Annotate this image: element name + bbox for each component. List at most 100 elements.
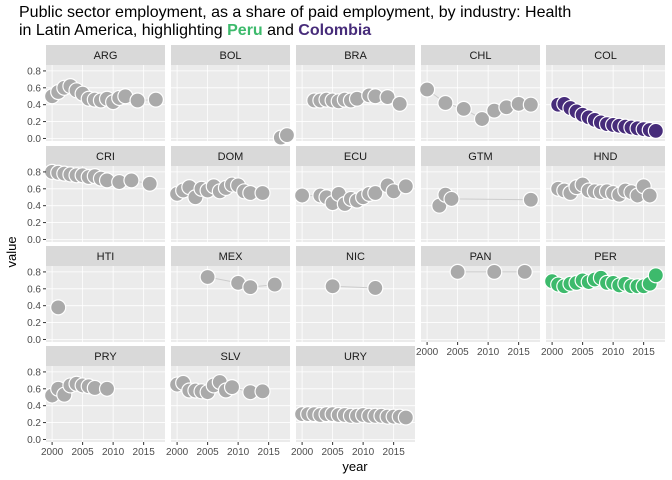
facet-strip xyxy=(171,146,290,166)
facet-strip xyxy=(546,246,665,266)
data-point-mex xyxy=(199,268,216,286)
data-point-gtm xyxy=(522,191,539,208)
x-tick-label: 2005 xyxy=(446,347,469,358)
x-tick-label: 2000 xyxy=(291,447,314,458)
panel-background xyxy=(296,366,415,442)
facet-hnd: HND xyxy=(546,146,665,242)
data-point-arg xyxy=(129,92,146,109)
facet-label-slv: SLV xyxy=(221,351,242,363)
facet-col: COL xyxy=(546,45,665,141)
x-tick-label: 2015 xyxy=(383,447,406,458)
y-tick-label: 0.4 xyxy=(27,201,41,212)
facet-nic: NIC xyxy=(296,246,415,342)
facet-label-pry: PRY xyxy=(94,351,117,363)
y-tick-label: 0.0 xyxy=(27,134,41,145)
x-tick-label: 2015 xyxy=(633,347,656,358)
data-point-hnd xyxy=(641,187,658,204)
facet-label-bol: BOL xyxy=(219,50,241,62)
facet-strip xyxy=(46,146,165,166)
facet-strip xyxy=(171,246,290,266)
x-tick-label: 2010 xyxy=(477,347,500,358)
data-point-nic xyxy=(324,278,341,295)
panel-background xyxy=(421,266,540,342)
facet-strip xyxy=(296,246,415,266)
y-tick-label: 0.0 xyxy=(27,235,41,246)
y-tick-label: 0.8 xyxy=(27,167,41,178)
facet-ecu: ECU xyxy=(294,146,415,242)
facet-chl: CHL xyxy=(419,45,540,141)
x-tick-label: 2005 xyxy=(196,447,219,458)
facet-label-cri: CRI xyxy=(96,151,115,163)
facet-strip xyxy=(46,45,165,65)
y-tick-label: 0.6 xyxy=(27,284,41,295)
panel-background xyxy=(171,65,290,141)
x-tick-label: 2015 xyxy=(133,447,156,458)
facet-mex: MEX xyxy=(171,246,290,342)
x-tick-label: 2010 xyxy=(227,447,250,458)
facet-bra: BRA xyxy=(296,45,415,141)
y-tick-label: 0.4 xyxy=(27,100,41,111)
facet-label-dom: DOM xyxy=(218,151,244,163)
x-tick-label: 2015 xyxy=(508,347,531,358)
panel-background xyxy=(296,266,415,342)
title-highlight-peru: Peru xyxy=(227,22,263,39)
facet-label-bra: BRA xyxy=(344,50,367,62)
data-point-chl xyxy=(522,96,539,113)
facet-gtm: GTM xyxy=(421,146,540,242)
facet-ury: URY xyxy=(294,346,415,442)
y-tick-label: 0.6 xyxy=(27,184,41,195)
facet-cri: CRI xyxy=(44,146,165,242)
y-tick-label: 0.8 xyxy=(27,367,41,378)
data-point-mex xyxy=(266,276,283,293)
y-tick-label: 0.6 xyxy=(27,384,41,395)
data-point-per xyxy=(647,267,664,284)
data-point-hti xyxy=(50,299,67,316)
data-point-pan xyxy=(449,263,466,281)
y-axis-title: value xyxy=(4,236,19,267)
x-tick-label: 2005 xyxy=(571,347,594,358)
y-tick-label: 0.0 xyxy=(27,435,41,446)
y-tick-label: 0.4 xyxy=(27,401,41,412)
data-point-pan xyxy=(486,263,503,281)
facet-label-nic: NIC xyxy=(346,251,365,263)
facet-label-pan: PAN xyxy=(470,251,492,263)
x-tick-label: 2000 xyxy=(166,447,189,458)
y-tick-label: 0.2 xyxy=(27,418,41,429)
title-line-2-prefix: in Latin America, highlighting xyxy=(19,22,228,39)
y-tick-label: 0.2 xyxy=(27,218,41,229)
x-tick-label: 2010 xyxy=(602,347,625,358)
y-tick-label: 0.2 xyxy=(27,318,41,329)
data-point-chl xyxy=(455,100,472,118)
x-tick-label: 2005 xyxy=(71,447,94,458)
facet-panels: ARG 0.0 0.2 0.4 0.6 0.8 BOL BRA CHL COL CRI 0.0 0.2 0… xyxy=(27,45,665,458)
x-tick-label: 2000 xyxy=(541,347,564,358)
facet-dom: DOM xyxy=(169,146,290,242)
facet-strip xyxy=(171,45,290,65)
facet-per: PER xyxy=(544,246,665,342)
facet-hti: HTI xyxy=(46,246,165,342)
panel-background xyxy=(46,366,165,442)
data-point-chl xyxy=(473,110,491,128)
facet-strip xyxy=(46,246,165,266)
facet-label-ecu: ECU xyxy=(344,151,367,163)
facet-pan: PAN xyxy=(421,246,540,342)
x-tick-label: 2010 xyxy=(352,447,375,458)
data-point-bra xyxy=(379,88,396,106)
facet-label-mex: MEX xyxy=(219,251,244,263)
facet-label-hnd: HND xyxy=(594,151,618,163)
facet-label-arg: ARG xyxy=(94,50,118,62)
facet-slv: SLV xyxy=(169,346,290,442)
facet-strip xyxy=(421,45,540,65)
y-tick-label: 0.8 xyxy=(27,66,41,77)
data-point-slv xyxy=(223,379,241,396)
data-point-dom xyxy=(254,184,271,202)
facet-strip xyxy=(546,146,665,166)
facet-label-per: PER xyxy=(594,251,617,263)
data-point-gtm xyxy=(443,190,460,208)
data-point-ecu xyxy=(294,187,311,204)
x-tick-label: 2015 xyxy=(258,447,281,458)
y-tick-label: 0.4 xyxy=(27,301,41,312)
y-tick-label: 0.6 xyxy=(27,83,41,94)
facet-arg: ARG xyxy=(44,45,165,141)
data-point-bol xyxy=(278,126,296,144)
